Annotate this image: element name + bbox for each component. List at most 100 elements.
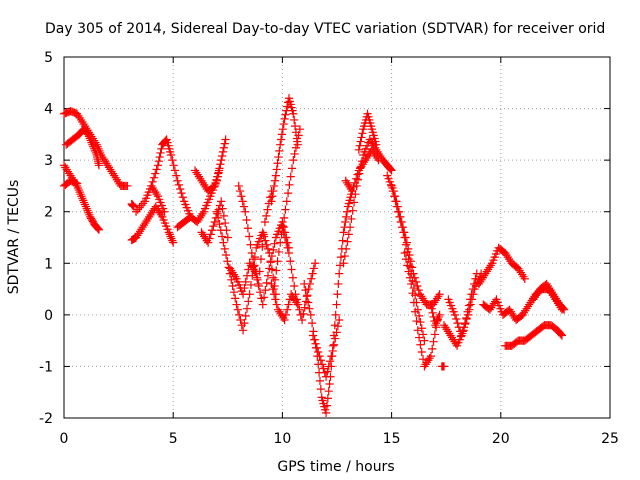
data-point bbox=[556, 330, 566, 339]
data-point bbox=[409, 298, 418, 307]
data-point bbox=[335, 269, 344, 278]
data-point bbox=[144, 188, 153, 197]
data-point bbox=[295, 305, 304, 314]
series-arc-19 bbox=[300, 186, 357, 417]
data-point bbox=[214, 213, 223, 223]
data-point bbox=[272, 165, 281, 174]
data-point bbox=[271, 171, 280, 180]
data-point bbox=[260, 217, 270, 227]
data-point bbox=[212, 207, 221, 216]
data-point bbox=[206, 192, 215, 201]
data-point bbox=[312, 343, 322, 352]
data-point bbox=[286, 257, 295, 266]
data-point bbox=[413, 326, 422, 335]
y-axis-label: SDTVAR / TECUs bbox=[6, 180, 22, 295]
data-point bbox=[430, 330, 439, 339]
data-point bbox=[356, 137, 365, 146]
data-point bbox=[262, 211, 271, 220]
data-point bbox=[236, 315, 245, 325]
x-tick-label: 20 bbox=[492, 431, 510, 447]
data-point bbox=[426, 352, 436, 361]
series-arc-10 bbox=[190, 166, 224, 196]
data-point bbox=[290, 122, 300, 131]
data-point bbox=[272, 300, 281, 309]
data-point bbox=[270, 176, 280, 185]
y-tick-label: 3 bbox=[44, 153, 53, 169]
series-arc-8 bbox=[147, 181, 169, 216]
series-arc-30 bbox=[444, 269, 486, 340]
data-point bbox=[162, 222, 171, 231]
data-point bbox=[311, 339, 320, 348]
data-point bbox=[247, 248, 256, 258]
data-point bbox=[347, 214, 356, 224]
data-point bbox=[218, 232, 227, 241]
data-point bbox=[333, 322, 342, 331]
data-point bbox=[153, 161, 163, 170]
data-point bbox=[291, 143, 301, 152]
data-point bbox=[268, 192, 277, 201]
data-point bbox=[159, 204, 168, 213]
data-point bbox=[209, 222, 218, 231]
data-point bbox=[358, 129, 367, 138]
data-point bbox=[255, 267, 264, 276]
data-point bbox=[160, 207, 169, 216]
data-point bbox=[271, 295, 280, 304]
data-point bbox=[238, 326, 248, 335]
data-point bbox=[265, 264, 274, 273]
data-point bbox=[364, 112, 373, 121]
data-point bbox=[344, 199, 353, 208]
data-point bbox=[180, 197, 189, 206]
data-point bbox=[242, 271, 252, 280]
data-point bbox=[270, 290, 279, 299]
data-point bbox=[254, 237, 263, 246]
data-point bbox=[308, 319, 317, 328]
data-point bbox=[322, 401, 332, 410]
x-tick-label: 15 bbox=[383, 431, 401, 447]
data-point bbox=[450, 310, 460, 319]
data-point bbox=[300, 303, 309, 312]
data-point bbox=[218, 204, 227, 213]
data-point bbox=[316, 356, 325, 365]
data-point bbox=[316, 385, 325, 394]
data-point bbox=[297, 315, 307, 325]
data-point bbox=[446, 301, 456, 310]
series-arc-31 bbox=[474, 243, 529, 289]
data-point bbox=[237, 192, 246, 201]
data-point bbox=[152, 165, 161, 174]
data-point bbox=[324, 387, 333, 396]
data-point bbox=[278, 125, 287, 134]
data-point bbox=[463, 310, 473, 319]
data-point bbox=[294, 131, 303, 140]
series-arc-1 bbox=[59, 107, 132, 191]
data-point bbox=[352, 174, 361, 183]
data-point bbox=[123, 181, 132, 191]
data-point bbox=[235, 186, 245, 196]
data-point bbox=[392, 202, 401, 211]
data-point bbox=[397, 223, 407, 232]
data-point bbox=[232, 274, 241, 283]
data-point bbox=[261, 286, 270, 295]
data-point bbox=[408, 289, 417, 298]
data-point bbox=[246, 280, 256, 290]
series-arc-25 bbox=[387, 181, 429, 345]
data-point bbox=[295, 125, 304, 134]
data-point bbox=[258, 300, 267, 309]
data-point bbox=[288, 106, 297, 115]
data-point bbox=[268, 284, 277, 294]
data-point bbox=[302, 292, 311, 301]
data-point bbox=[305, 304, 314, 313]
series-arc-18 bbox=[267, 279, 302, 325]
data-point bbox=[368, 128, 377, 137]
data-point bbox=[494, 301, 504, 310]
y-tick-label: 5 bbox=[44, 50, 53, 66]
data-point bbox=[206, 230, 215, 239]
data-point bbox=[213, 172, 222, 181]
data-point bbox=[227, 275, 236, 284]
data-point bbox=[221, 250, 231, 260]
data-point bbox=[242, 215, 251, 225]
series-arc-28 bbox=[437, 362, 449, 371]
data-point bbox=[252, 243, 261, 252]
data-point bbox=[346, 193, 355, 202]
data-point bbox=[289, 156, 298, 165]
data-point bbox=[416, 340, 425, 349]
